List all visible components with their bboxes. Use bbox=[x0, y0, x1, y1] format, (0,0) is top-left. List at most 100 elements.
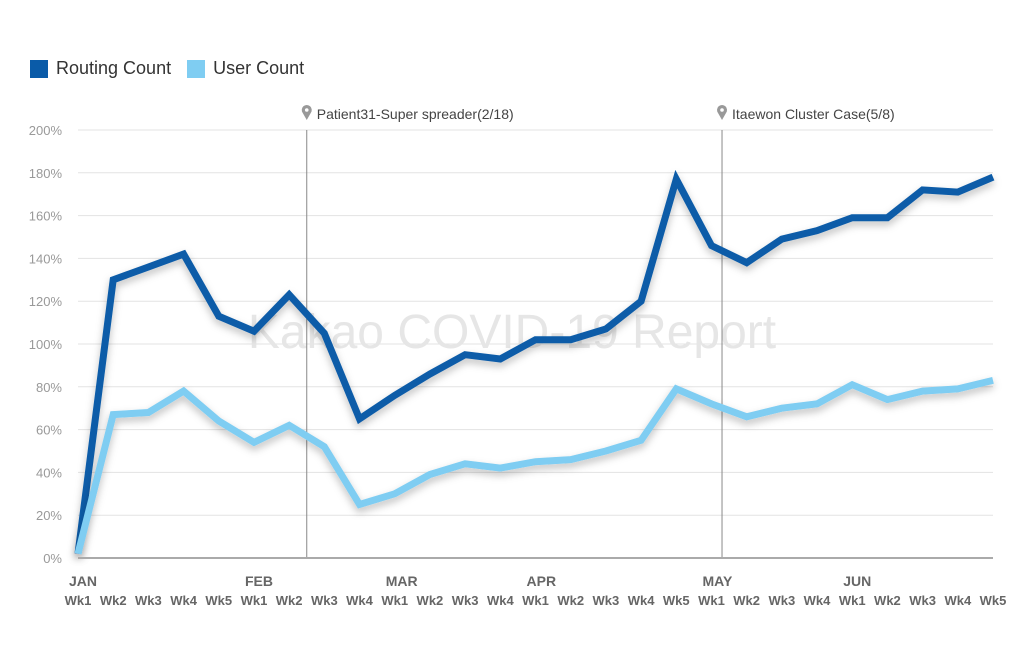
data-point-routing[interactable] bbox=[919, 186, 926, 193]
map-pin-icon-dot bbox=[304, 108, 309, 112]
data-point-routing[interactable] bbox=[462, 351, 469, 358]
data-point-user[interactable] bbox=[497, 465, 504, 472]
x-tick-label: Wk3 bbox=[593, 593, 620, 608]
x-tick-label: Wk1 bbox=[241, 593, 268, 608]
map-pin-icon-dot bbox=[720, 108, 724, 112]
annotation-label: Itaewon Cluster Case(5/8) bbox=[732, 106, 895, 122]
data-point-user[interactable] bbox=[849, 381, 856, 388]
month-label: MAY bbox=[702, 573, 732, 589]
legend-label-user: User Count bbox=[213, 58, 305, 78]
x-tick-label: Wk2 bbox=[733, 593, 760, 608]
data-point-user[interactable] bbox=[215, 418, 222, 425]
data-point-user[interactable] bbox=[919, 388, 926, 395]
x-tick-label: Wk4 bbox=[170, 593, 198, 608]
data-point-routing[interactable] bbox=[356, 415, 363, 422]
y-tick-label: 180% bbox=[29, 166, 63, 181]
data-point-user[interactable] bbox=[990, 377, 997, 384]
legend-swatch-user bbox=[187, 59, 206, 78]
data-point-routing[interactable] bbox=[321, 330, 328, 337]
y-tick-label: 200% bbox=[29, 123, 63, 138]
month-label: JUN bbox=[843, 573, 871, 589]
x-tick-label: Wk5 bbox=[205, 593, 232, 608]
data-point-routing[interactable] bbox=[250, 328, 257, 335]
data-point-routing[interactable] bbox=[110, 276, 117, 283]
data-point-routing[interactable] bbox=[638, 298, 645, 305]
x-tick-label: Wk3 bbox=[909, 593, 936, 608]
data-point-user[interactable] bbox=[462, 460, 469, 467]
x-tick-label: Wk1 bbox=[839, 593, 866, 608]
data-point-routing[interactable] bbox=[532, 336, 539, 343]
map-pin-icon bbox=[717, 104, 728, 120]
data-point-routing[interactable] bbox=[884, 214, 891, 221]
y-tick-label: 100% bbox=[29, 337, 63, 352]
data-point-routing[interactable] bbox=[708, 242, 715, 249]
data-point-user[interactable] bbox=[180, 388, 187, 395]
data-point-routing[interactable] bbox=[391, 392, 398, 399]
x-tick-label: Wk2 bbox=[100, 593, 127, 608]
data-point-user[interactable] bbox=[673, 385, 680, 392]
data-point-user[interactable] bbox=[708, 400, 715, 407]
data-point-user[interactable] bbox=[391, 490, 398, 497]
legend-label-routing: Routing Count bbox=[56, 58, 172, 78]
data-point-user[interactable] bbox=[567, 456, 574, 463]
x-tick-label: Wk3 bbox=[135, 593, 162, 608]
data-point-user[interactable] bbox=[110, 411, 117, 418]
data-point-routing[interactable] bbox=[954, 189, 961, 196]
data-point-user[interactable] bbox=[286, 422, 293, 429]
data-point-user[interactable] bbox=[778, 405, 785, 412]
annotation-label: Patient31-Super spreader(2/18) bbox=[317, 106, 514, 122]
data-point-routing[interactable] bbox=[602, 326, 609, 333]
legend: Routing Count User Count bbox=[30, 58, 304, 79]
x-tick-label: Wk3 bbox=[768, 593, 795, 608]
data-point-user[interactable] bbox=[743, 413, 750, 420]
y-tick-label: 60% bbox=[36, 423, 62, 438]
data-point-routing[interactable] bbox=[286, 291, 293, 298]
data-point-routing[interactable] bbox=[215, 313, 222, 320]
data-point-routing[interactable] bbox=[497, 355, 504, 362]
y-tick-label: 0% bbox=[43, 551, 62, 566]
data-point-user[interactable] bbox=[884, 396, 891, 403]
data-point-user[interactable] bbox=[602, 448, 609, 455]
data-point-user[interactable] bbox=[814, 400, 821, 407]
data-point-user[interactable] bbox=[532, 458, 539, 465]
month-label: MAR bbox=[386, 573, 418, 589]
x-tick-label: Wk1 bbox=[522, 593, 549, 608]
legend-item-routing[interactable]: Routing Count bbox=[30, 58, 171, 79]
data-point-routing[interactable] bbox=[778, 236, 785, 243]
data-point-user[interactable] bbox=[954, 385, 961, 392]
legend-item-user[interactable]: User Count bbox=[187, 58, 304, 79]
data-point-user[interactable] bbox=[638, 437, 645, 444]
x-tick-label: Wk4 bbox=[346, 593, 374, 608]
x-tick-label: Wk1 bbox=[65, 593, 92, 608]
data-point-user[interactable] bbox=[250, 439, 257, 446]
data-point-routing[interactable] bbox=[426, 370, 433, 377]
y-tick-label: 160% bbox=[29, 209, 63, 224]
data-point-user[interactable] bbox=[356, 501, 363, 508]
month-label: JAN bbox=[69, 573, 97, 589]
data-point-routing[interactable] bbox=[145, 263, 152, 270]
map-pin-icon bbox=[301, 105, 312, 120]
data-point-routing[interactable] bbox=[990, 174, 997, 181]
x-tick-label: Wk2 bbox=[276, 593, 303, 608]
data-point-routing[interactable] bbox=[743, 259, 750, 266]
y-tick-label: 40% bbox=[36, 465, 62, 480]
data-point-user[interactable] bbox=[426, 471, 433, 478]
y-tick-label: 80% bbox=[36, 380, 62, 395]
month-label: FEB bbox=[245, 573, 273, 589]
data-point-routing[interactable] bbox=[567, 336, 574, 343]
data-point-routing[interactable] bbox=[180, 251, 187, 258]
x-tick-label: Wk2 bbox=[417, 593, 444, 608]
data-point-routing[interactable] bbox=[849, 214, 856, 221]
series-line-user-count bbox=[74, 376, 994, 555]
data-point-user[interactable] bbox=[75, 550, 82, 557]
data-point-routing[interactable] bbox=[814, 227, 821, 234]
data-point-user[interactable] bbox=[145, 409, 152, 416]
data-point-routing[interactable] bbox=[673, 176, 680, 183]
data-point-user[interactable] bbox=[321, 443, 328, 450]
x-tick-label: Wk4 bbox=[944, 593, 972, 608]
x-tick-label: Wk4 bbox=[804, 593, 832, 608]
x-tick-label: Wk3 bbox=[452, 593, 479, 608]
y-tick-label: 140% bbox=[29, 251, 63, 266]
x-tick-label: Wk5 bbox=[663, 593, 690, 608]
